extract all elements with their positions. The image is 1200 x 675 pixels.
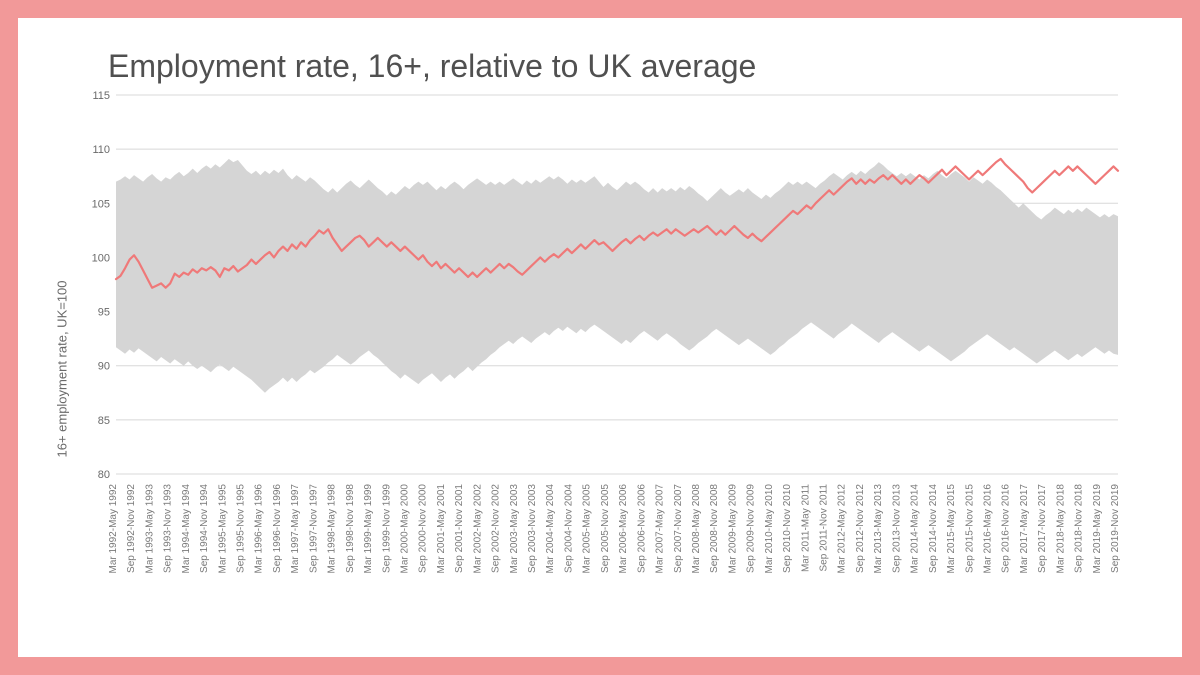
svg-text:Mar 2001-May 2001: Mar 2001-May 2001 [436,484,447,574]
svg-text:Sep 1998-Nov 1998: Sep 1998-Nov 1998 [345,484,356,573]
svg-text:Sep 2016-Nov 2016: Sep 2016-Nov 2016 [1001,484,1012,573]
svg-text:95: 95 [98,307,110,319]
svg-text:Mar 1993-May 1993: Mar 1993-May 1993 [144,484,155,574]
svg-text:85: 85 [98,415,110,427]
y-axis-label: 16+ employment rate, UK=100 [55,280,70,457]
svg-text:Mar 2006-May 2006: Mar 2006-May 2006 [618,484,629,574]
svg-text:100: 100 [92,252,110,264]
svg-text:Mar 1995-May 1995: Mar 1995-May 1995 [217,484,228,574]
svg-text:Mar 2012-May 2012: Mar 2012-May 2012 [837,484,848,574]
svg-text:115: 115 [92,90,110,102]
svg-text:Sep 2005-Nov 2005: Sep 2005-Nov 2005 [600,484,611,573]
svg-text:Mar 2005-May 2005: Mar 2005-May 2005 [582,484,593,574]
svg-text:90: 90 [98,361,110,373]
svg-text:Mar 2008-May 2008: Mar 2008-May 2008 [691,484,702,574]
svg-text:Sep 1994-Nov 1994: Sep 1994-Nov 1994 [199,484,210,573]
chart-wrap: 16+ employment rate, UK=100 808590951001… [68,89,1132,649]
svg-text:Sep 1992-Nov 1992: Sep 1992-Nov 1992 [126,484,137,573]
svg-text:Sep 2003-Nov 2003: Sep 2003-Nov 2003 [527,484,538,573]
svg-text:Sep 2008-Nov 2008: Sep 2008-Nov 2008 [709,484,720,573]
svg-text:Mar 2007-May 2007: Mar 2007-May 2007 [655,484,666,574]
svg-text:Sep 2011-Nov 2011: Sep 2011-Nov 2011 [819,484,830,572]
svg-text:Sep 2019-Nov 2019: Sep 2019-Nov 2019 [1110,484,1121,573]
svg-text:Sep 1997-Nov 1997: Sep 1997-Nov 1997 [308,484,319,573]
svg-text:Mar 1999-May 1999: Mar 1999-May 1999 [363,484,374,574]
svg-text:Mar 2002-May 2002: Mar 2002-May 2002 [472,484,483,574]
svg-text:Sep 2013-Nov 2013: Sep 2013-Nov 2013 [891,484,902,573]
svg-text:Mar 1998-May 1998: Mar 1998-May 1998 [327,484,338,574]
svg-text:80: 80 [98,469,110,481]
svg-text:Sep 2014-Nov 2014: Sep 2014-Nov 2014 [928,484,939,573]
svg-text:Mar 1996-May 1996: Mar 1996-May 1996 [254,484,265,574]
svg-text:Sep 2001-Nov 2001: Sep 2001-Nov 2001 [454,484,465,573]
svg-text:Mar 1997-May 1997: Mar 1997-May 1997 [290,484,301,574]
svg-text:Mar 2009-May 2009: Mar 2009-May 2009 [727,484,738,574]
svg-text:Sep 1995-Nov 1995: Sep 1995-Nov 1995 [236,484,247,573]
svg-text:Mar 2004-May 2004: Mar 2004-May 2004 [545,484,556,574]
svg-text:Sep 2018-Nov 2018: Sep 2018-Nov 2018 [1074,484,1085,573]
svg-text:Sep 2009-Nov 2009: Sep 2009-Nov 2009 [746,484,757,573]
svg-text:Sep 2010-Nov 2010: Sep 2010-Nov 2010 [782,484,793,573]
svg-text:Sep 2004-Nov 2004: Sep 2004-Nov 2004 [563,484,574,573]
svg-text:110: 110 [92,144,110,156]
svg-text:Sep 1993-Nov 1993: Sep 1993-Nov 1993 [163,484,174,573]
chart-title: Employment rate, 16+, relative to UK ave… [108,48,1132,85]
svg-text:Mar 1994-May 1994: Mar 1994-May 1994 [181,484,192,574]
svg-text:Sep 2000-Nov 2000: Sep 2000-Nov 2000 [418,484,429,573]
svg-text:Mar 2000-May 2000: Mar 2000-May 2000 [399,484,410,574]
svg-text:Mar 2003-May 2003: Mar 2003-May 2003 [509,484,520,574]
svg-text:Mar 2017-May 2017: Mar 2017-May 2017 [1019,484,1030,574]
employment-chart-svg: 80 85 90 95 100 105 110 115 Mar 1992-May 1992 Sep… [68,89,1128,644]
svg-text:Sep 2015-Nov 2015: Sep 2015-Nov 2015 [964,484,975,573]
svg-text:105: 105 [92,198,110,210]
svg-text:Mar 2013-May 2013: Mar 2013-May 2013 [873,484,884,574]
svg-text:Sep 2002-Nov 2002: Sep 2002-Nov 2002 [491,484,502,573]
svg-text:Sep 2007-Nov 2007: Sep 2007-Nov 2007 [673,484,684,573]
svg-text:Sep 2017-Nov 2017: Sep 2017-Nov 2017 [1037,484,1048,573]
chart-panel: Employment rate, 16+, relative to UK ave… [18,18,1182,657]
outer-frame: Employment rate, 16+, relative to UK ave… [0,0,1200,675]
svg-text:Mar 2016-May 2016: Mar 2016-May 2016 [982,484,993,574]
svg-text:Mar 1992-May 1992: Mar 1992-May 1992 [108,484,119,574]
svg-text:Sep 2012-Nov 2012: Sep 2012-Nov 2012 [855,484,866,573]
svg-text:Sep 1996-Nov 1996: Sep 1996-Nov 1996 [272,484,283,573]
svg-text:Sep 2006-Nov 2006: Sep 2006-Nov 2006 [636,484,647,573]
svg-text:Mar 2018-May 2018: Mar 2018-May 2018 [1055,484,1066,574]
svg-text:Mar 2015-May 2015: Mar 2015-May 2015 [946,484,957,574]
svg-text:Mar 2011-May 2011: Mar 2011-May 2011 [800,484,811,572]
svg-text:Mar 2010-May 2010: Mar 2010-May 2010 [764,484,775,574]
svg-text:Sep 1999-Nov 1999: Sep 1999-Nov 1999 [381,484,392,573]
svg-text:Mar 2014-May 2014: Mar 2014-May 2014 [910,484,921,574]
svg-text:Mar 2019-May 2019: Mar 2019-May 2019 [1092,484,1103,574]
